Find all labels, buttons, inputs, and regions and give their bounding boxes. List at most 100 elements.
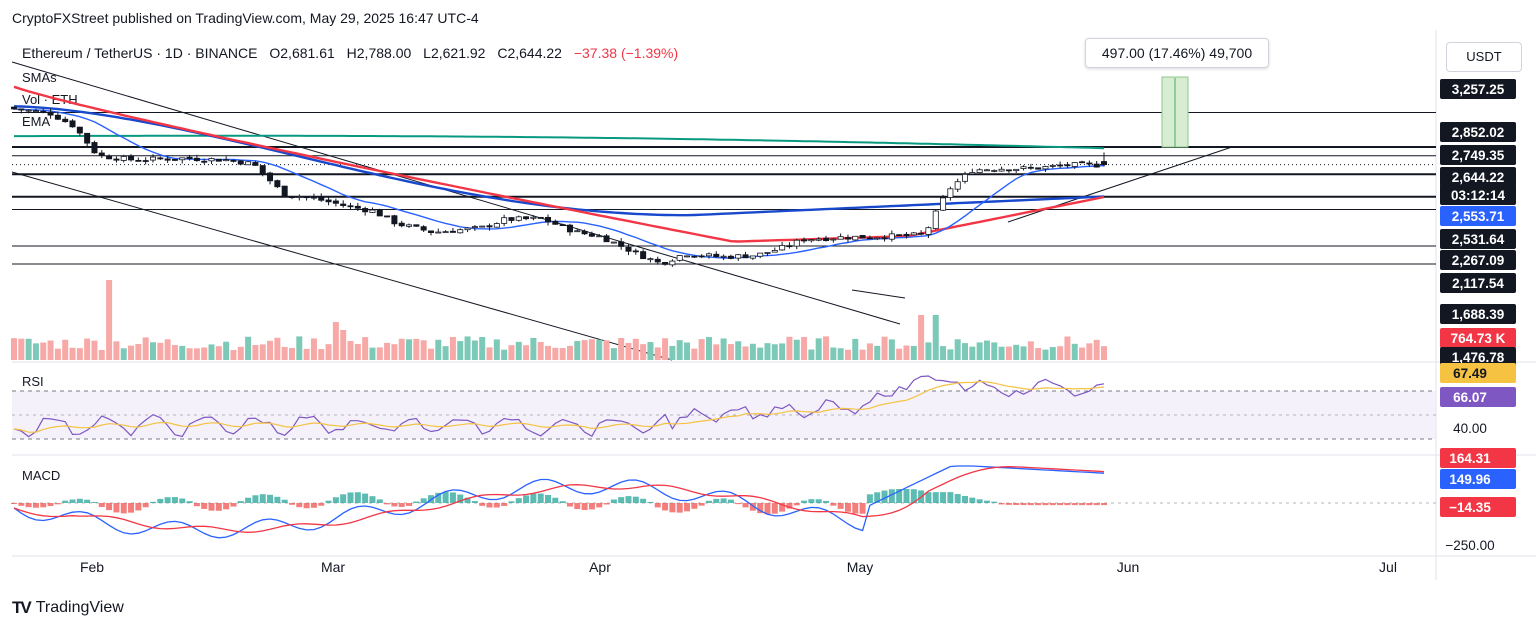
macd-histogram-bar [647,501,654,503]
candle-body [735,254,742,259]
currency-unit-button[interactable]: USDT [1446,42,1522,72]
macd-indicator-label[interactable]: MACD [22,468,61,483]
macd-histogram-bar [384,503,391,505]
price-axis-label-bg [1440,304,1516,324]
candle-body [596,235,603,238]
volume-bar [566,345,573,360]
price-axis-label: 03:12:14 [1451,188,1506,203]
macd-histogram-bar [274,496,281,503]
macd-histogram-bar [720,498,727,503]
candle-body [442,231,449,234]
volume-bar [325,344,332,360]
candle-body [435,231,442,234]
volume-bar [486,347,493,360]
volume-bar [559,348,566,360]
macd-histogram-bar [171,497,178,503]
candle-body [552,220,559,225]
candle-body [274,180,281,188]
macd-histogram-bar [179,498,186,503]
symbol-name[interactable]: Ethereum / TetherUS · 1D · BINANCE [22,45,258,61]
macd-histogram-bar [391,503,398,507]
rsi-axis-label-bg [1440,387,1516,407]
volume-bar [523,345,530,360]
macd-histogram-bar [106,503,113,511]
candle-body [801,239,808,242]
macd-histogram-bar [164,497,171,503]
volume-bar [844,349,851,360]
candlesticks [10,106,1108,267]
candle-body [1071,162,1078,167]
ema-indicator-label[interactable]: EMA [22,114,51,129]
volume-bar [193,348,200,360]
macd-histogram-bar [288,503,295,505]
volume-bar [581,340,588,360]
candle-body [896,234,903,237]
volume-bar [771,344,778,360]
macd-histogram-bar [325,500,332,503]
macd-histogram-bar [523,495,530,503]
volume-bar [296,336,303,360]
candle-body [625,246,632,252]
rsi-indicator-label[interactable]: RSI [22,374,44,389]
candle-body [340,203,347,206]
macd-histogram-bar [735,503,742,505]
candle-body [32,110,39,113]
time-axis-tick: Apr [589,559,611,575]
candle-body [18,108,25,111]
macd-histogram-bar [457,494,464,503]
price-axis-label-bg [1440,185,1516,205]
volume-bar [288,347,295,360]
macd-histogram-bar [632,496,639,503]
publisher-attribution: CryptoFXStreet published on TradingView.… [12,10,479,26]
macd-histogram-bar [25,503,32,508]
volume-indicator-label[interactable]: Vol · ETH [22,92,78,107]
macd-histogram-bar [954,494,961,503]
candle-body [779,245,786,251]
macd-histogram-bar [362,493,369,503]
volume-bar [632,338,639,360]
price-axis-label-bg [1440,122,1516,142]
macd-histogram-bar [259,494,266,503]
candle-body [69,120,76,128]
volume-bar [179,345,186,360]
volume-bar [852,338,859,360]
volume-bar [40,342,47,360]
volume-bar [888,339,895,360]
macd-histogram-bar [369,496,376,503]
candle-body [1057,164,1064,167]
macd-histogram-bar [662,503,669,511]
candle-body [142,160,149,162]
volume-bar [684,342,691,360]
macd-histogram-bar [296,503,303,508]
macd-histogram-bar [1101,503,1107,506]
candle-body [479,225,486,228]
candle-body [449,230,456,233]
candle-body [932,210,939,229]
volume-bar [896,348,903,360]
volume-bar [910,345,917,360]
candle-body [603,235,610,243]
candle-body [1064,164,1071,167]
candle-body [808,239,815,242]
symbol-legend: Ethereum / TetherUS · 1D · BINANCE O2,68… [22,45,678,61]
candle-body [1101,161,1108,166]
macd-histogram-bar [610,499,617,503]
candle-body [969,172,976,175]
smas-indicator-label[interactable]: SMAs [22,70,57,85]
price-axis-label: 1,688.39 [1452,307,1505,322]
candle-body [610,241,617,244]
candle-body [793,239,800,247]
close-value: C2,644.22 [497,45,562,61]
candle-body [362,208,369,213]
time-axis-tick: May [847,559,873,575]
volume-bar [918,315,925,360]
candle-body [676,255,683,261]
volume-bar [310,338,317,360]
tradingview-logo[interactable]: TV TradingView [12,598,124,617]
macd-histogram-bar [435,492,442,503]
volume-bar [318,349,325,360]
volume-bar [442,346,449,360]
macd-histogram-bar [186,501,193,503]
candle-body [398,222,405,227]
